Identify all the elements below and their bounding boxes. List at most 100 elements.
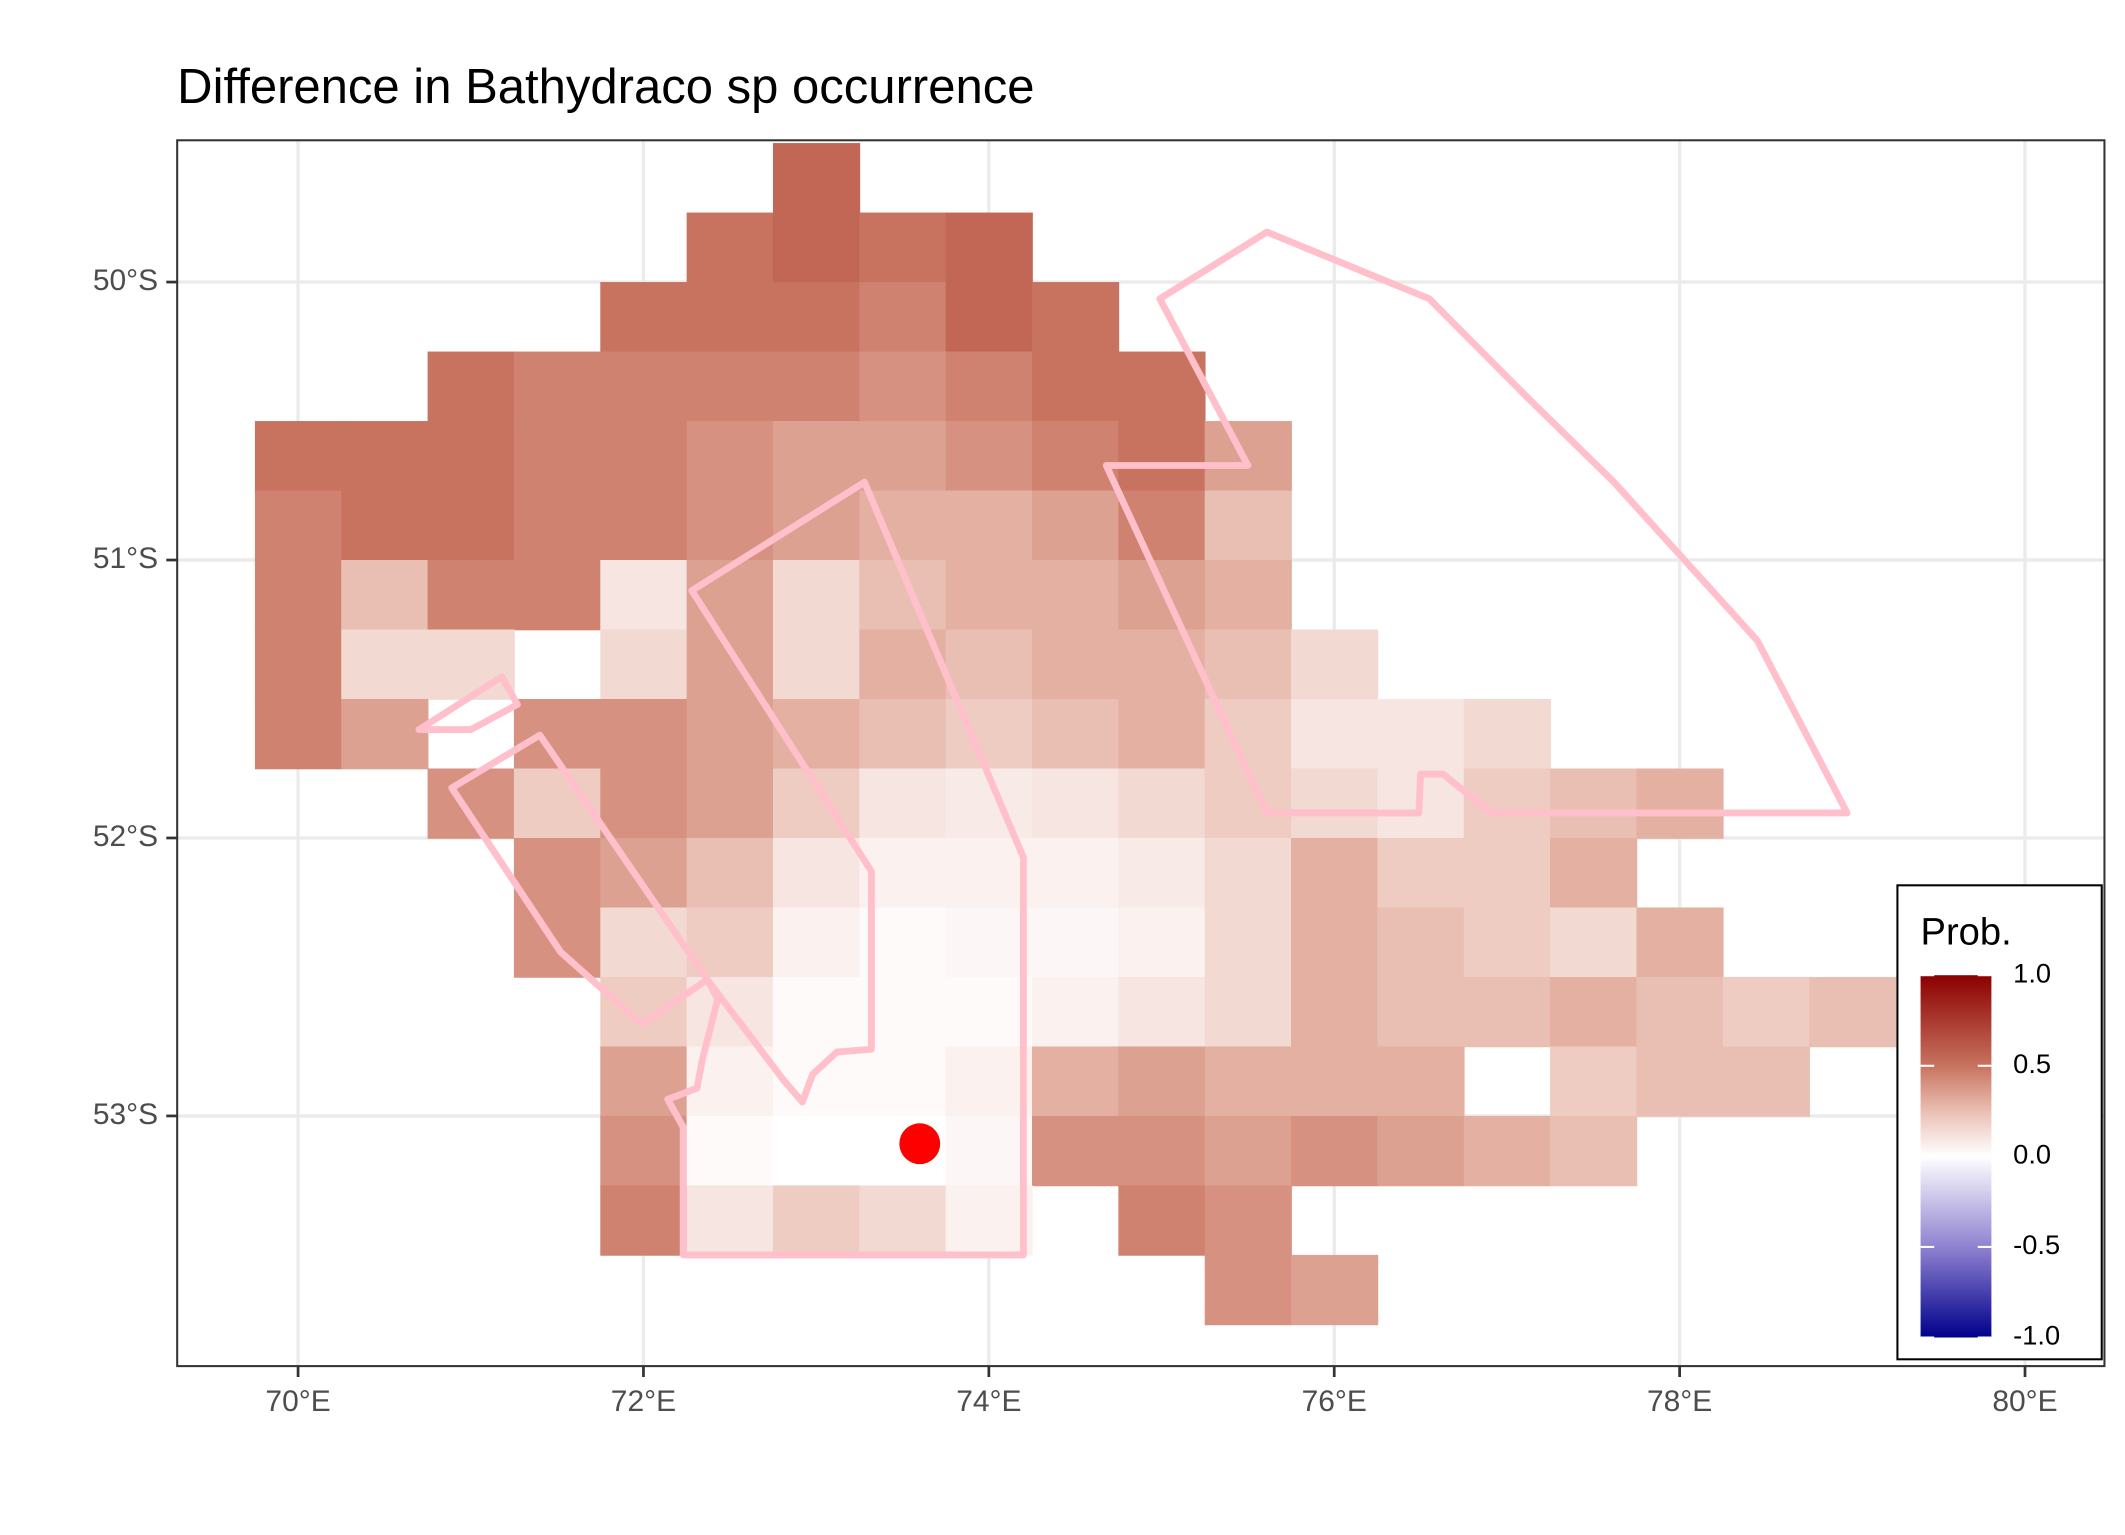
- raster-cell: [1204, 907, 1292, 978]
- raster-cell: [772, 143, 861, 214]
- raster-cell: [1291, 1046, 1379, 1117]
- area-outline: [448, 731, 711, 1028]
- raster-cell: [600, 560, 688, 631]
- panel-border: [176, 139, 2106, 1368]
- legend-label: 0.5: [2013, 1048, 2051, 1079]
- legend-label: -1.0: [2013, 1320, 2060, 1351]
- raster-cell: [1377, 907, 1465, 978]
- raster-cell: [945, 212, 1033, 283]
- raster-cell: [686, 629, 774, 700]
- raster-cell: [1636, 976, 1724, 1048]
- raster-cell: [1377, 837, 1465, 909]
- raster-cell: [1291, 1115, 1379, 1187]
- raster-cell: [1118, 1185, 1206, 1256]
- raster-cell: [859, 421, 947, 492]
- raster-cell: [254, 560, 343, 631]
- x-tick-label: 70°E: [265, 1385, 330, 1418]
- raster-cell: [1118, 976, 1206, 1048]
- raster-cell: [254, 490, 343, 561]
- raster-cell: [1463, 907, 1551, 978]
- x-tick-label: 80°E: [1992, 1385, 2057, 1418]
- raster-cell: [686, 351, 774, 422]
- raster-cell: [772, 1115, 861, 1187]
- raster-cell: [1809, 976, 1897, 1048]
- raster-cell: [1118, 698, 1206, 770]
- chart-title: Difference in Bathydraco sp occurrence: [177, 60, 1034, 114]
- raster-cell: [341, 560, 429, 631]
- raster-cell: [1377, 1046, 1465, 1117]
- x-tick-label: 72°E: [611, 1385, 676, 1418]
- raster-cell: [945, 1115, 1033, 1187]
- raster-cell: [1032, 282, 1120, 353]
- raster-cell: [859, 212, 947, 283]
- raster-cell: [1204, 1254, 1292, 1326]
- raster-cell: [772, 351, 861, 422]
- raster-cell: [1722, 1046, 1810, 1117]
- raster-cell: [600, 1115, 688, 1187]
- raster-cell: [1032, 976, 1120, 1048]
- raster-cell: [341, 490, 429, 561]
- raster-cell: [1636, 768, 1724, 839]
- raster-cell: [1377, 976, 1465, 1048]
- legend-label: -0.5: [2013, 1229, 2060, 1260]
- raster-cell: [600, 837, 688, 909]
- raster-cell: [600, 768, 688, 839]
- raster-cell: [945, 976, 1033, 1048]
- raster-cell: [945, 351, 1033, 422]
- raster-cell: [427, 629, 515, 700]
- raster-cell: [513, 560, 602, 631]
- raster-cell: [772, 629, 861, 700]
- raster-cell: [945, 490, 1033, 561]
- raster-cell: [1550, 907, 1638, 978]
- raster-cell: [945, 1046, 1033, 1117]
- raster-cell: [686, 837, 774, 909]
- raster-cell: [1636, 907, 1724, 978]
- raster-cell: [1550, 976, 1638, 1048]
- raster-cell: [1204, 837, 1292, 909]
- raster-cell: [1550, 768, 1638, 839]
- raster-cell: [600, 282, 688, 353]
- raster-cell: [772, 837, 861, 909]
- raster-cell: [1032, 560, 1120, 631]
- raster-cell: [341, 698, 429, 770]
- raster-cell: [427, 560, 515, 631]
- y-tick-label: 51°S: [93, 542, 158, 575]
- raster-cell: [1118, 907, 1206, 978]
- raster-cell: [772, 490, 861, 561]
- legend-label: 0.0: [2013, 1139, 2051, 1170]
- raster-cell: [859, 698, 947, 770]
- raster-cell: [772, 907, 861, 978]
- raster-cell: [1032, 768, 1120, 839]
- raster-cell: [686, 282, 774, 353]
- raster-cell: [1032, 1115, 1120, 1187]
- y-tick-label: 52°S: [93, 820, 158, 853]
- raster-cell: [600, 629, 688, 700]
- raster-cell: [1463, 1115, 1551, 1187]
- raster-cell: [859, 351, 947, 422]
- raster-cell: [1204, 976, 1292, 1048]
- raster-cell: [945, 907, 1033, 978]
- raster-cell: [1118, 629, 1206, 700]
- raster-cell: [1204, 490, 1292, 561]
- raster-cell: [1032, 1046, 1120, 1117]
- legend-title: Prob.: [1921, 910, 2012, 953]
- raster-cell: [1463, 837, 1551, 909]
- raster-cell: [945, 560, 1033, 631]
- raster-cell: [772, 212, 861, 283]
- raster-cell: [427, 351, 515, 422]
- raster-cell: [1550, 1115, 1638, 1187]
- raster-cell: [1204, 629, 1292, 700]
- raster-cell: [600, 698, 688, 770]
- raster-cell: [945, 629, 1033, 700]
- raster-cell: [1291, 768, 1379, 839]
- raster-cell: [1204, 560, 1292, 631]
- raster-cell: [772, 1185, 861, 1256]
- raster-cell: [1291, 698, 1379, 770]
- raster-cell: [945, 282, 1033, 353]
- area-outline: [1102, 228, 1851, 817]
- raster-cell: [1118, 421, 1206, 492]
- raster-cell: [1118, 837, 1206, 909]
- raster-cell: [1550, 1046, 1638, 1117]
- raster-cell: [686, 421, 774, 492]
- raster-cell: [859, 768, 947, 839]
